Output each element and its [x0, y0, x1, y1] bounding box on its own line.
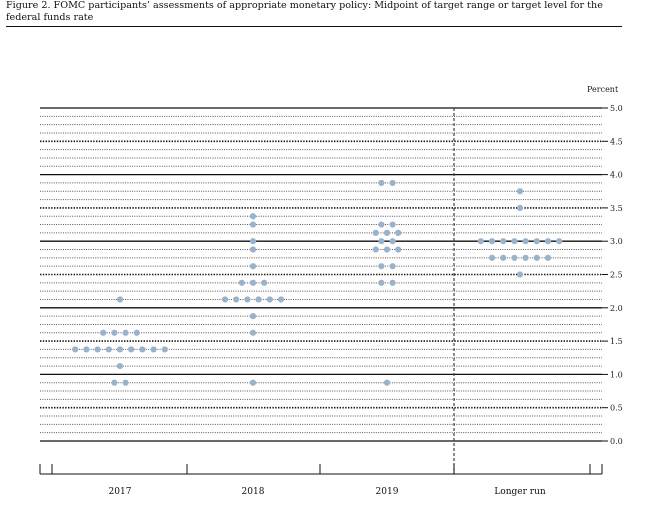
- participant-dot: [111, 329, 118, 336]
- participant-dot: [249, 246, 257, 253]
- y-tick-label: 1.5: [610, 337, 623, 346]
- participant-dot: [389, 263, 396, 270]
- labels: 5.0 4.5 4.0 3.5 3.0 2.5 2.0 1.5 1.0 0.5 0.0 Percent…: [109, 85, 623, 497]
- participant-dot: [522, 254, 529, 261]
- participant-dot: [383, 379, 391, 386]
- participant-dot: [516, 271, 524, 278]
- participant-dot: [488, 238, 496, 245]
- participant-dot: [500, 238, 507, 245]
- participant-dot: [249, 238, 257, 245]
- title-rule: [6, 26, 622, 27]
- participant-dot: [378, 238, 385, 245]
- participant-dot: [389, 221, 396, 228]
- participant-dot: [249, 313, 257, 320]
- participant-dot: [516, 204, 524, 211]
- participant-dot: [122, 379, 129, 386]
- participant-dot: [122, 329, 129, 336]
- participant-dot: [238, 279, 245, 286]
- x-category-label: 2017: [109, 487, 132, 497]
- participant-dot: [556, 238, 563, 245]
- participant-dot: [533, 254, 540, 261]
- y-tick-label: 0.5: [610, 404, 623, 413]
- participant-dot: [249, 263, 257, 270]
- participant-dot: [249, 279, 257, 286]
- participant-dot: [249, 329, 257, 336]
- participant-dot: [533, 238, 540, 245]
- y-tick-label: 5.0: [610, 104, 623, 113]
- participant-dot: [395, 229, 402, 236]
- participant-dot: [249, 379, 257, 386]
- participant-dot: [83, 346, 90, 353]
- participant-dot: [378, 279, 385, 286]
- y-tick-label: 1.0: [610, 370, 623, 379]
- figure-title: Figure 2. FOMC participants’ assessments…: [6, 0, 603, 23]
- participant-dot: [488, 254, 496, 261]
- y-tick-label: 0.0: [610, 437, 623, 446]
- participant-dot: [116, 346, 124, 353]
- participant-dot: [128, 346, 135, 353]
- y-tick-label: 4.5: [610, 137, 623, 146]
- x-category-label: 2018: [242, 487, 265, 497]
- participant-dot: [266, 296, 273, 303]
- x-category-label: Longer run: [494, 487, 546, 497]
- participant-dot: [511, 254, 518, 261]
- participant-dot: [389, 179, 396, 187]
- participant-dot: [395, 246, 402, 253]
- participant-dot: [383, 229, 391, 236]
- y-tick-label: 2.5: [610, 271, 623, 280]
- unit-label: Percent: [587, 85, 619, 94]
- participant-dot: [378, 263, 385, 270]
- participant-dot: [522, 238, 529, 245]
- participant-dot: [372, 246, 379, 253]
- y-tick-label: 3.0: [610, 237, 623, 246]
- participant-dot: [389, 238, 396, 245]
- participant-dot: [244, 296, 251, 303]
- participant-dot: [100, 329, 107, 336]
- y-tick-label: 4.0: [610, 171, 623, 180]
- x-axis: [39, 107, 608, 475]
- participant-dot: [161, 346, 168, 353]
- participant-dot: [516, 188, 524, 195]
- participant-dot: [116, 362, 124, 370]
- y-tick-label: 3.5: [610, 204, 623, 213]
- gridlines: [40, 107, 602, 442]
- participant-dot: [133, 329, 140, 336]
- participant-dot: [111, 379, 118, 386]
- participant-dot: [378, 221, 385, 228]
- dots: [72, 179, 563, 386]
- participant-dot: [378, 179, 385, 187]
- participant-dot: [544, 254, 552, 261]
- participant-dot: [249, 213, 257, 220]
- x-category-label: 2019: [376, 487, 399, 497]
- participant-dot: [255, 296, 262, 303]
- participant-dot: [150, 346, 157, 353]
- participant-dot: [221, 296, 229, 303]
- participant-dot: [511, 238, 518, 245]
- participant-dot: [500, 254, 507, 261]
- participant-dot: [372, 229, 379, 236]
- participant-dot: [116, 296, 124, 303]
- participant-dot: [233, 296, 240, 303]
- participant-dot: [94, 346, 101, 353]
- participant-dot: [277, 296, 285, 303]
- participant-dot: [249, 221, 257, 228]
- participant-dot: [105, 346, 112, 353]
- participant-dot: [261, 279, 268, 286]
- participant-dot: [477, 238, 484, 245]
- participant-dot: [72, 346, 79, 353]
- participant-dot: [383, 246, 391, 253]
- participant-dot: [389, 279, 396, 286]
- y-tick-label: 2.0: [610, 304, 623, 313]
- participant-dot: [544, 238, 552, 245]
- participant-dot: [139, 346, 146, 353]
